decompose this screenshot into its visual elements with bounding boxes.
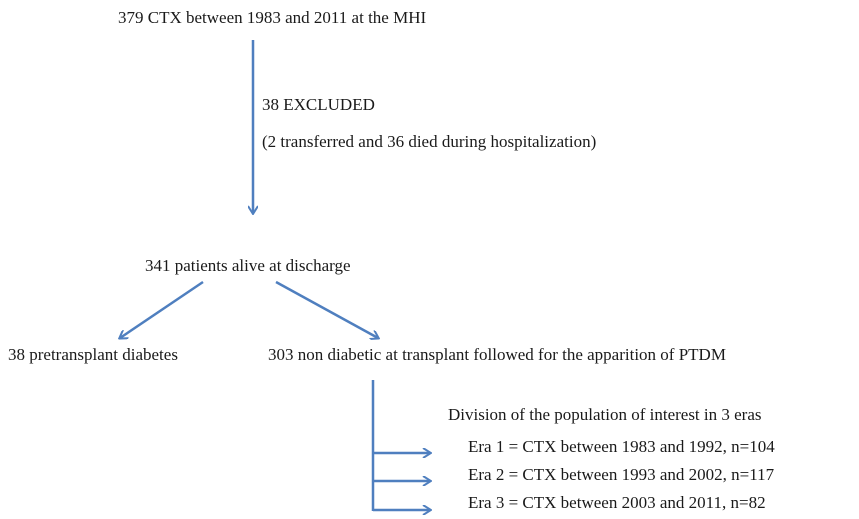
arrow [120,280,204,338]
exclusion-detail: (2 transferred and 36 died during hospit… [262,132,596,151]
branch-node: 38 pretransplant diabetes [8,345,178,364]
arrow [275,280,378,338]
branch-node: 303 non diabetic at transplant followed … [268,345,726,364]
eras-heading: Division of the population of interest i… [448,405,762,424]
exclusion-title: 38 EXCLUDED [262,95,375,114]
era-item: Era 1 = CTX between 1983 and 1992, n=104 [468,437,775,456]
era-item: Era 3 = CTX between 2003 and 2011, n=82 [468,493,766,512]
era-item: Era 2 = CTX between 1993 and 2002, n=117 [468,465,775,484]
start-node: 379 CTX between 1983 and 2011 at the MHI [118,8,426,27]
discharge-node: 341 patients alive at discharge [145,256,351,275]
